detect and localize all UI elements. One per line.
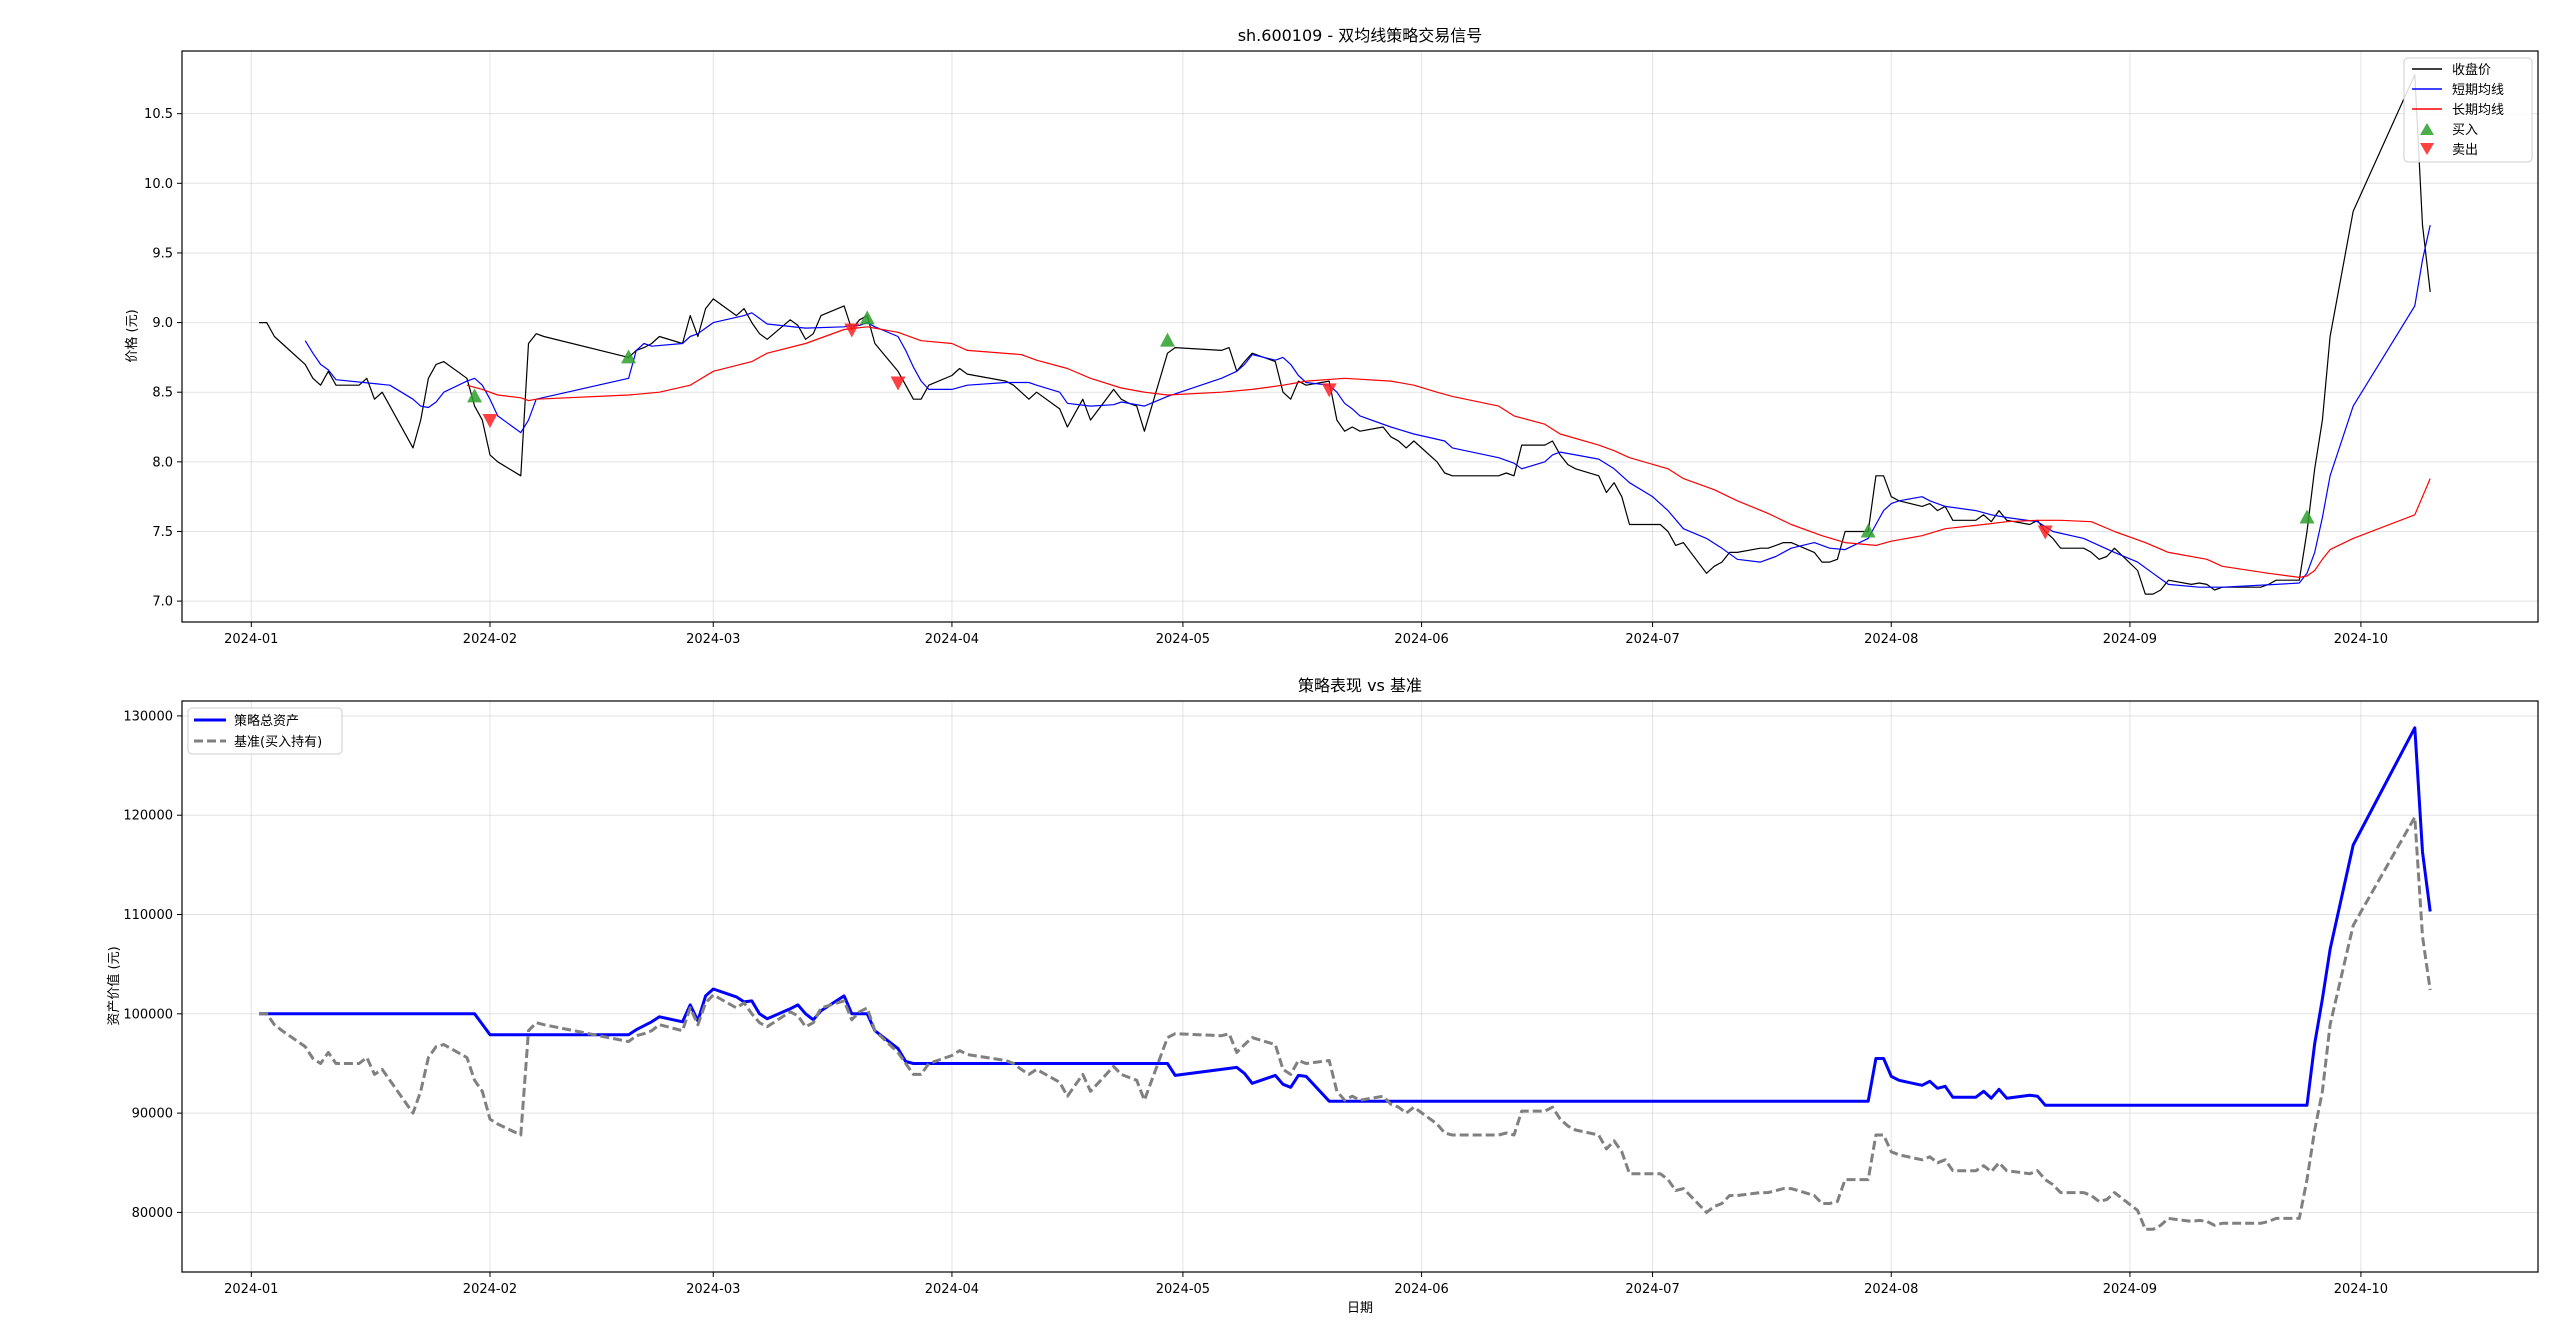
sell-signal-marker: [2037, 525, 2053, 540]
performance-chart-grid: [182, 701, 2538, 1272]
legend-strategy-label: 策略总资产: [234, 713, 299, 729]
legend-close-label: 收盘价: [2452, 62, 2491, 78]
y-tick-label: 8.0: [152, 455, 173, 470]
y-tick-label: 110000: [123, 908, 173, 923]
legend-sell-triangle-icon: [2420, 143, 2434, 155]
performance-legend-box: [187, 707, 343, 755]
buy-signal-marker: [859, 310, 875, 325]
price-chart-grid: [182, 51, 2538, 622]
y-tick-label: 130000: [123, 709, 173, 724]
buy-signal-marker: [621, 349, 637, 364]
performance-chart-xlabel: 日期: [1347, 1301, 1373, 1316]
performance-chart-series: [259, 726, 2432, 1231]
buy-signal-marker: [467, 388, 483, 403]
x-tick-label: 2024-03: [686, 1282, 740, 1297]
x-tick-label: 2024-10: [2334, 1282, 2388, 1297]
y-tick-label: 7.0: [152, 595, 173, 610]
legend-benchmark-label: 基准(买入持有): [234, 735, 322, 750]
price-chart-title: sh.600109 - 双均线策略交易信号: [1238, 26, 1483, 45]
x-tick-label: 2024-08: [1864, 1282, 1918, 1297]
price-chart-ylabel: 价格 (元): [124, 309, 140, 362]
x-tick-label: 2024-04: [925, 1282, 979, 1297]
y-tick-label: 8.5: [152, 386, 173, 401]
series-line-1: [259, 726, 2432, 1107]
price-signal-chart: sh.600109 - 双均线策略交易信号 7.0 7.5 8.0 8.5 9.0 9.5…: [124, 26, 2539, 647]
x-tick-label: 2024-07: [1625, 1282, 1679, 1297]
legend-short-ma-label: 短期均线: [2452, 83, 2504, 98]
y-tick-label: 80000: [132, 1206, 173, 1221]
y-tick-label: 90000: [132, 1107, 173, 1122]
y-tick-label: 120000: [123, 809, 173, 824]
x-tick-label: 2024-04: [925, 632, 979, 647]
performance-chart-legend[interactable]: 策略总资产 基准(买入持有): [187, 707, 343, 755]
legend-buy-triangle-icon: [2420, 123, 2434, 135]
y-tick-label: 100000: [123, 1007, 173, 1022]
performance-chart-ylabel: 资产价值 (元): [106, 946, 122, 1025]
price-chart-xticks: 2024-01 2024-02 2024-03 2024-04 2024-05 2024-…: [224, 622, 2388, 647]
price-chart-series: [259, 74, 2431, 595]
x-tick-label: 2024-01: [224, 632, 278, 647]
sell-signal-marker: [844, 323, 860, 338]
performance-chart-yticks: 80000 90000 100000 110000 120000 130000: [123, 709, 182, 1221]
x-tick-label: 2024-05: [1156, 1282, 1210, 1297]
price-chart-legend[interactable]: 收盘价 短期均线 长期均线 买入 卖出: [2403, 57, 2533, 163]
sell-signal-marker: [890, 376, 906, 391]
y-tick-label: 9.5: [152, 246, 173, 261]
x-tick-label: 2024-01: [224, 1282, 278, 1297]
y-tick-label: 10.0: [144, 177, 173, 192]
x-tick-label: 2024-06: [1394, 1282, 1448, 1297]
buy-signal-marker: [2299, 509, 2315, 524]
x-tick-label: 2024-10: [2334, 632, 2388, 647]
x-tick-label: 2024-05: [1156, 632, 1210, 647]
x-tick-label: 2024-02: [463, 1282, 517, 1297]
series-line-2: [304, 224, 2431, 588]
price-chart-yticks: 7.0 7.5 8.0 8.5 9.0 9.5 10.0 10.5: [144, 107, 182, 610]
performance-chart: 策略表现 vs 基准 80000 90000 100000 110000 120000 1…: [106, 676, 2539, 1316]
x-tick-label: 2024-03: [686, 632, 740, 647]
legend-sell-label: 卖出: [2452, 143, 2478, 158]
y-tick-label: 7.5: [152, 525, 173, 540]
x-tick-label: 2024-06: [1394, 632, 1448, 647]
buy-signal-marker: [1160, 332, 1176, 347]
x-tick-label: 2024-09: [2103, 1282, 2157, 1297]
legend-buy-label: 买入: [2452, 123, 2478, 138]
performance-chart-xticks: 2024-01 2024-02 2024-03 2024-04 2024-05 2024-…: [224, 1272, 2388, 1297]
x-tick-label: 2024-02: [463, 632, 517, 647]
buy-signal-marker: [1860, 523, 1876, 538]
price-chart-frame: [181, 50, 2539, 623]
x-tick-label: 2024-07: [1625, 632, 1679, 647]
performance-chart-title: 策略表现 vs 基准: [1298, 676, 1422, 695]
series-line-3: [466, 326, 2431, 578]
series-line-2: [259, 815, 2432, 1231]
x-tick-label: 2024-08: [1864, 632, 1918, 647]
price-legend-box: [2403, 57, 2533, 163]
legend-long-ma-label: 长期均线: [2452, 103, 2504, 118]
sell-signal-marker: [1321, 383, 1337, 398]
y-tick-label: 9.0: [152, 316, 173, 331]
y-tick-label: 10.5: [144, 107, 173, 122]
x-tick-label: 2024-09: [2103, 632, 2157, 647]
performance-chart-frame: [181, 700, 2539, 1273]
sell-signal-marker: [482, 414, 498, 429]
price-chart-markers: [467, 310, 2315, 540]
